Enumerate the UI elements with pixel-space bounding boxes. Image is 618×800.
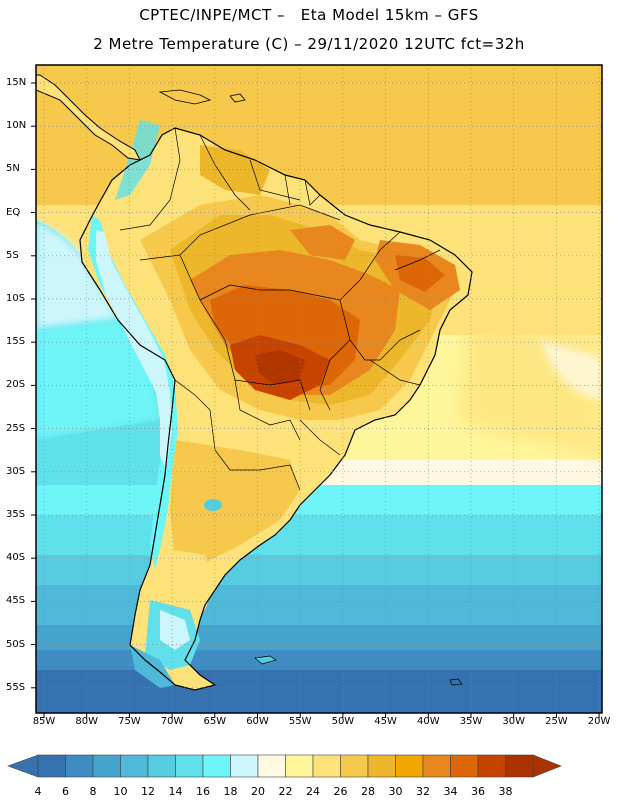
colorbar-label: 38 xyxy=(498,785,513,798)
colorbar-swatch xyxy=(37,754,66,778)
colorbar-swatch xyxy=(422,754,451,778)
lat-label: 50S xyxy=(6,638,26,650)
lon-label: 35W xyxy=(459,716,483,727)
colorbar-swatch xyxy=(450,754,479,778)
lat-label: 35S xyxy=(6,509,26,520)
lon-label: 80W xyxy=(75,716,98,727)
central-america-land xyxy=(36,74,141,161)
lat-label: 40S xyxy=(6,552,26,564)
colorbar-label: 6 xyxy=(62,785,69,798)
lat-label: 5S xyxy=(6,249,19,261)
lon-label: 30W xyxy=(502,716,525,727)
colorbar-swatch xyxy=(505,754,534,778)
lon-label: 85W xyxy=(32,716,56,727)
colorbar-swatch xyxy=(92,754,121,778)
colorbar-swatch xyxy=(395,754,424,778)
lat-label: 5N xyxy=(6,163,20,175)
lon-label: 55W xyxy=(288,716,312,727)
lat-label: 15N xyxy=(6,77,27,88)
lat-label: 10N xyxy=(6,120,27,132)
colorbar-swatch xyxy=(147,754,176,778)
lat-label: 20S xyxy=(6,379,26,391)
colorbar-swatch xyxy=(312,754,341,778)
lon-label: 70W xyxy=(160,716,184,727)
colorbar-label: 26 xyxy=(333,785,348,798)
colorbar xyxy=(7,754,562,778)
lat-label: 45S xyxy=(6,595,26,607)
colorbar-label: 30 xyxy=(388,785,403,798)
lon-label: 50W xyxy=(331,716,355,727)
lon-label: 40W xyxy=(416,716,440,727)
colorbar-label: 32 xyxy=(416,785,430,798)
colorbar-label: 18 xyxy=(223,785,238,798)
colorbar-swatch xyxy=(120,754,149,778)
colorbar-swatch xyxy=(65,754,94,778)
colorbar-label: 28 xyxy=(361,785,375,798)
colorbar-swatch xyxy=(285,754,314,778)
colorbar-label: 24 xyxy=(306,785,320,798)
colorbar-label: 4 xyxy=(34,785,42,798)
lon-label: 45W xyxy=(374,716,397,727)
lon-label: 65W xyxy=(203,716,227,727)
map-frame xyxy=(35,64,603,714)
lon-label: 75W xyxy=(118,716,141,727)
colorbar-swatch xyxy=(340,754,369,778)
lat-label: 55S xyxy=(6,681,26,693)
title-line-2: 2 Metre Temperature (C) – 29/11/2020 12U… xyxy=(93,35,525,53)
colorbar-swatch xyxy=(202,754,231,778)
colorbar-swatch xyxy=(230,754,259,778)
colorbar-swatch xyxy=(257,754,286,778)
lon-label: 20W xyxy=(587,716,611,727)
colorbar-label: 16 xyxy=(196,785,210,798)
colorbar-swatch xyxy=(367,754,396,778)
lat-label: 10S xyxy=(6,293,26,304)
lon-label: 60W xyxy=(246,716,269,727)
lon-label: 25W xyxy=(545,716,568,727)
lat-label: 25S xyxy=(6,422,26,434)
colorbar-label: 10 xyxy=(113,785,128,798)
colorbar-label: 12 xyxy=(141,785,155,798)
colorbar-label: 22 xyxy=(278,785,293,798)
colorbar-swatch xyxy=(175,754,204,778)
colorbar-arrow-left xyxy=(7,754,39,778)
colorbar-arrow-right xyxy=(532,754,562,778)
colorbar-label: 34 xyxy=(443,785,458,798)
lat-label: EQ xyxy=(6,206,21,218)
colorbar-label: 8 xyxy=(89,785,97,798)
graticule xyxy=(36,65,602,713)
title-line-1: CPTEC/INPE/MCT – Eta Model 15km – GFS xyxy=(139,6,479,24)
lat-label: 30S xyxy=(6,465,26,477)
country-borders xyxy=(119,127,441,491)
colorbar-label: 36 xyxy=(471,785,485,798)
colorbar-swatch xyxy=(477,754,506,778)
map-field xyxy=(36,65,602,713)
colorbar-label: 14 xyxy=(168,785,183,798)
lat-label: 15S xyxy=(6,336,26,348)
colorbar-label: 20 xyxy=(251,785,265,798)
